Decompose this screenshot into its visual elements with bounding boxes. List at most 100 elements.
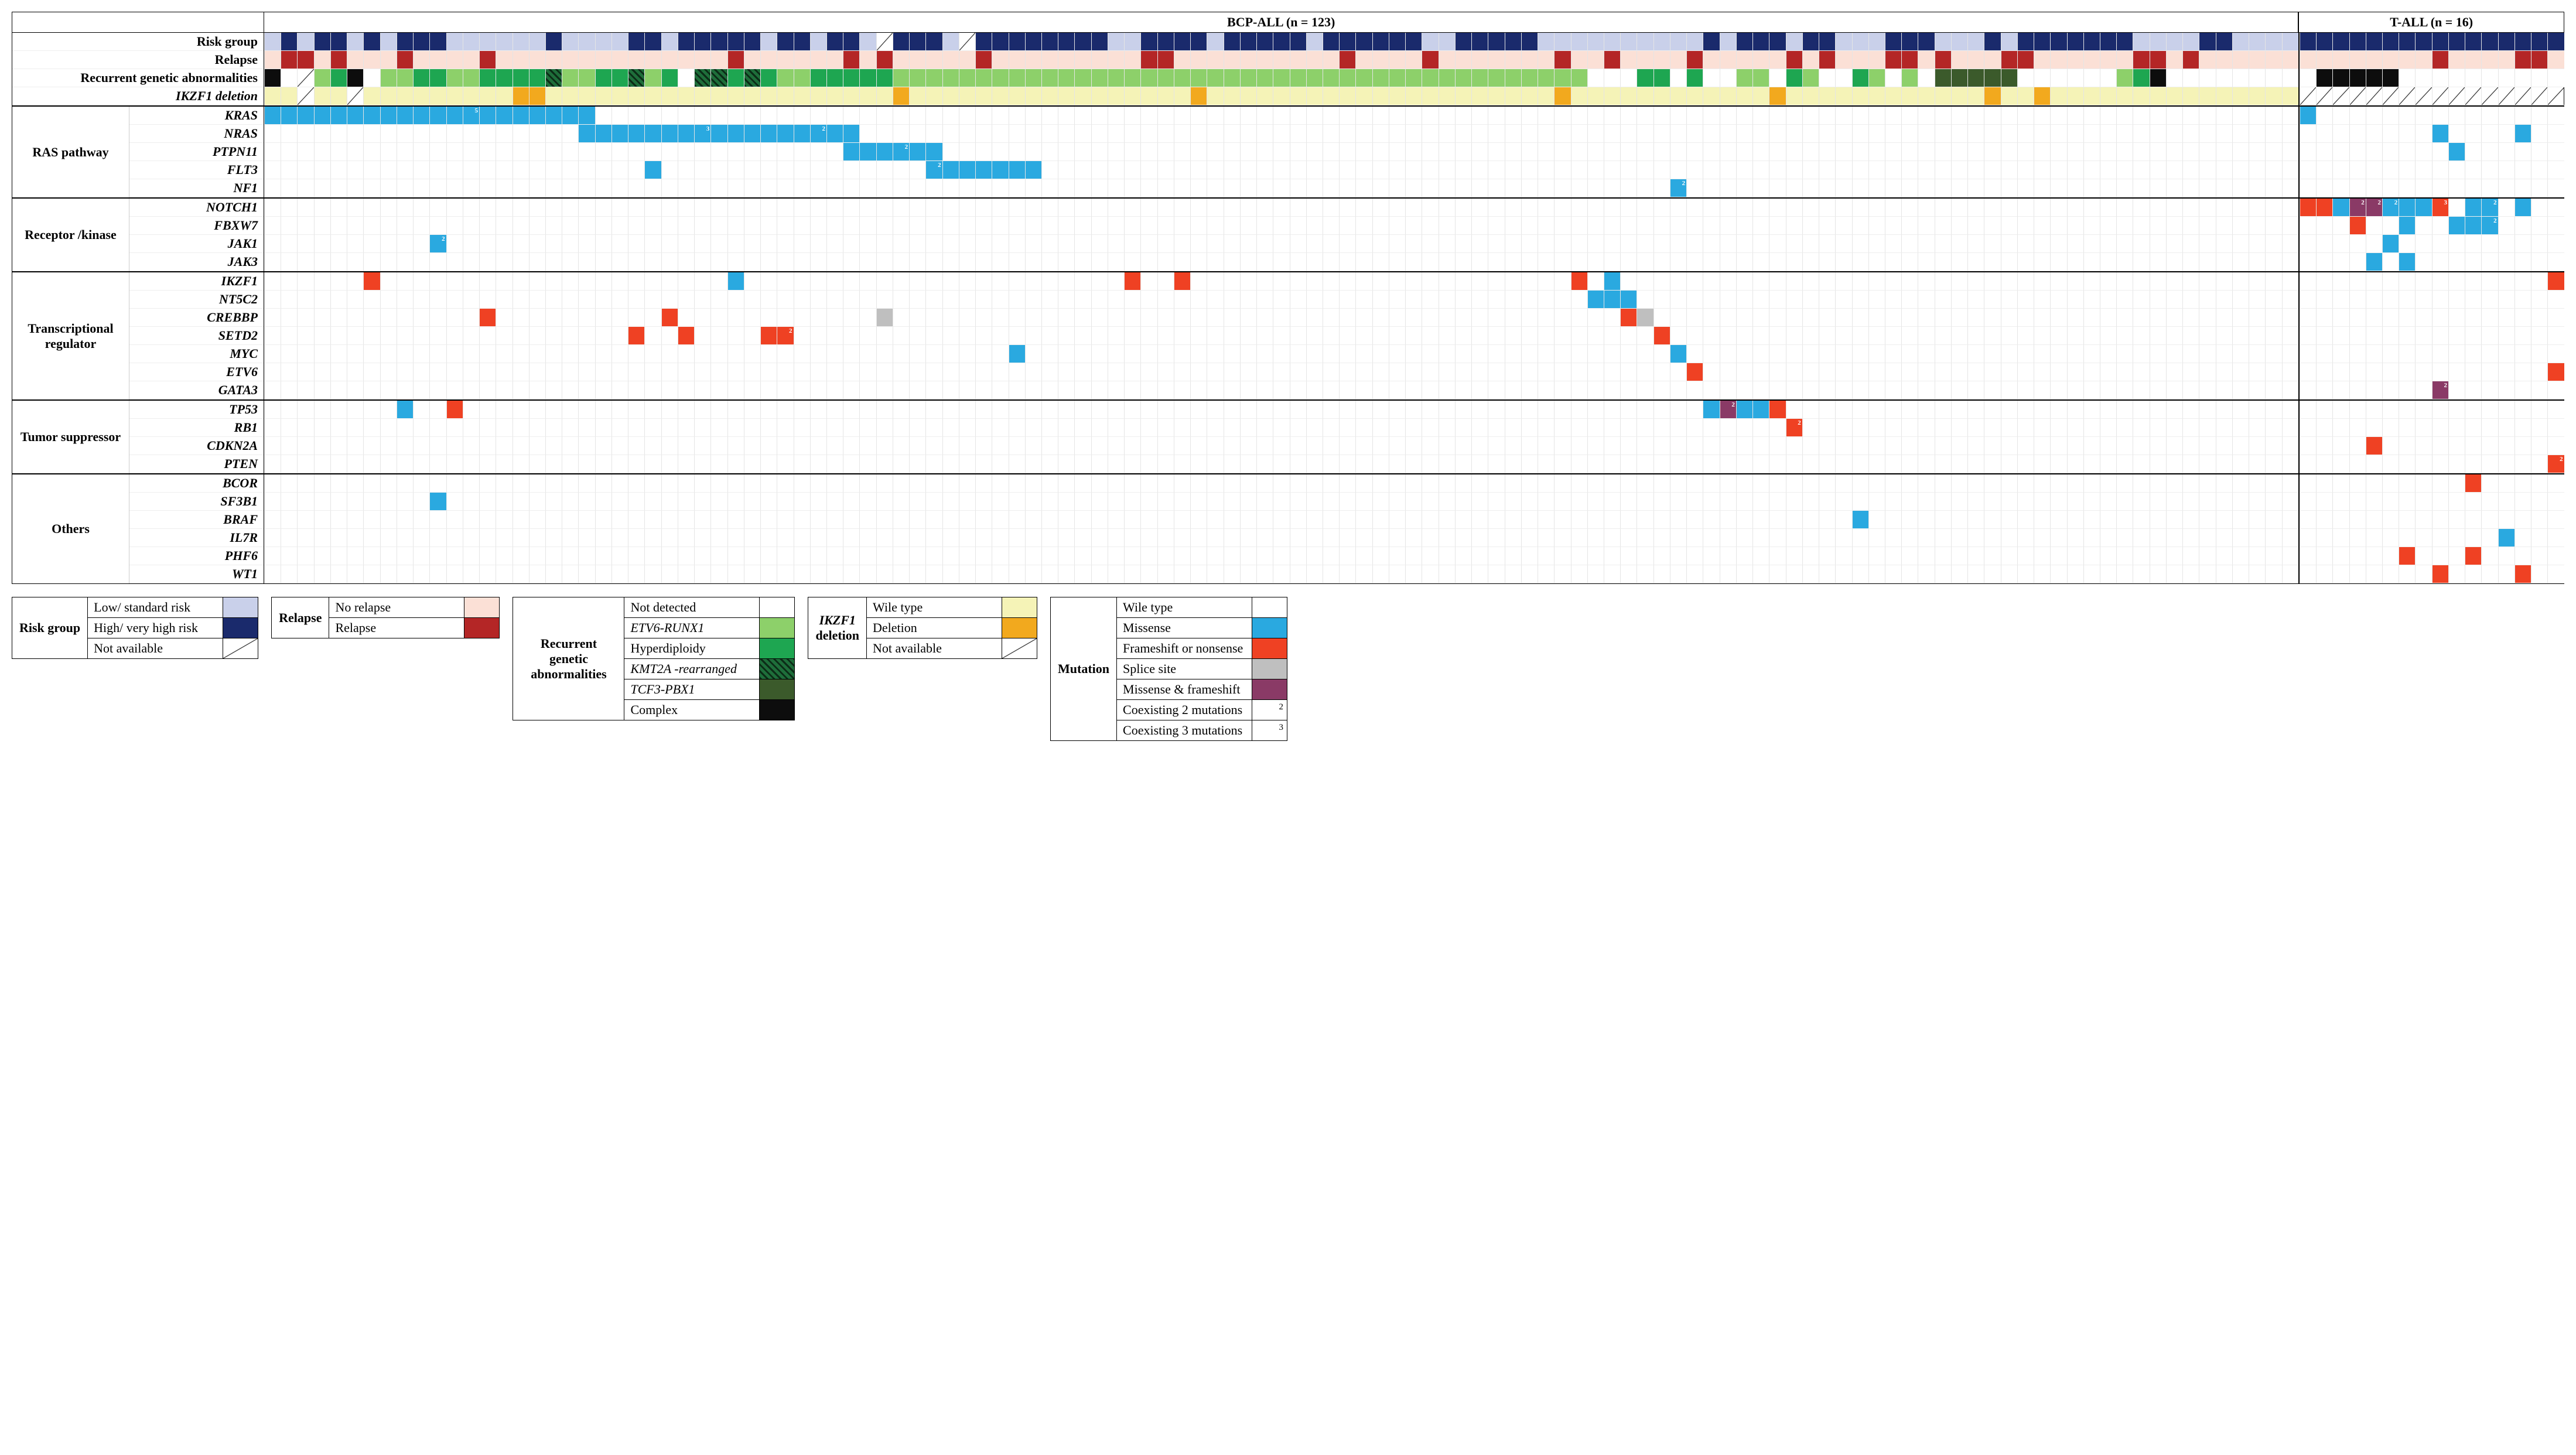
legend-item: ETV6-RUNX1 bbox=[624, 618, 794, 638]
cell bbox=[1389, 235, 1405, 253]
cell bbox=[1323, 272, 1339, 291]
cell bbox=[1571, 272, 1587, 291]
cell bbox=[1935, 199, 1951, 217]
cell bbox=[1124, 69, 1140, 87]
cell bbox=[1852, 235, 1868, 253]
cell bbox=[1868, 401, 1885, 419]
cell bbox=[1951, 419, 1967, 437]
cell bbox=[2017, 381, 2034, 399]
cell bbox=[2265, 419, 2281, 437]
cell bbox=[1538, 437, 1554, 455]
cell bbox=[1041, 565, 1058, 583]
cell bbox=[859, 381, 876, 399]
cell bbox=[859, 272, 876, 291]
cell bbox=[529, 474, 545, 493]
cell bbox=[2199, 419, 2215, 437]
cell bbox=[1885, 179, 1901, 197]
cell bbox=[1240, 401, 1256, 419]
cell bbox=[1587, 401, 1604, 419]
cell bbox=[1819, 253, 1835, 271]
cell bbox=[463, 33, 479, 51]
cell bbox=[1323, 419, 1339, 437]
cell bbox=[942, 309, 959, 327]
cell bbox=[2432, 143, 2448, 161]
cell bbox=[1174, 107, 1190, 125]
cell bbox=[1157, 547, 1174, 565]
cell bbox=[2017, 455, 2034, 473]
cell bbox=[1488, 33, 1504, 51]
cell bbox=[2514, 253, 2531, 271]
cell bbox=[2182, 327, 2199, 345]
cell bbox=[1157, 327, 1174, 345]
cell bbox=[578, 363, 595, 381]
cell bbox=[1951, 87, 1967, 105]
cell bbox=[1951, 107, 1967, 125]
cell bbox=[380, 401, 397, 419]
cell bbox=[2182, 511, 2199, 529]
cell bbox=[1306, 455, 1323, 473]
cell bbox=[562, 125, 578, 143]
cell bbox=[2316, 455, 2332, 473]
cell bbox=[1157, 529, 1174, 547]
cell bbox=[1852, 125, 1868, 143]
cell bbox=[1190, 381, 1207, 399]
cell bbox=[1819, 309, 1835, 327]
cell bbox=[876, 437, 893, 455]
cell bbox=[363, 327, 380, 345]
cell bbox=[959, 419, 975, 437]
cell bbox=[1455, 565, 1471, 583]
cell bbox=[678, 199, 694, 217]
cell bbox=[1935, 33, 1951, 51]
cell bbox=[1901, 547, 1918, 565]
cell bbox=[2034, 493, 2050, 511]
cell bbox=[2001, 493, 2017, 511]
cell bbox=[1852, 253, 1868, 271]
cell bbox=[380, 381, 397, 399]
cell bbox=[2199, 529, 2215, 547]
cell bbox=[2050, 291, 2066, 309]
cell bbox=[843, 235, 859, 253]
cell bbox=[1703, 199, 1719, 217]
cell bbox=[1058, 547, 1074, 565]
cell bbox=[1835, 455, 1851, 473]
cell bbox=[1488, 363, 1504, 381]
cell bbox=[2249, 455, 2265, 473]
cell bbox=[2366, 51, 2382, 69]
cell bbox=[1720, 143, 1736, 161]
cell bbox=[1686, 493, 1703, 511]
cell bbox=[1538, 107, 1554, 125]
cell bbox=[446, 309, 463, 327]
cell bbox=[2366, 125, 2382, 143]
cell bbox=[2531, 455, 2547, 473]
cell bbox=[1455, 161, 1471, 179]
cell bbox=[446, 69, 463, 87]
cell bbox=[2432, 363, 2448, 381]
cell bbox=[644, 474, 661, 493]
cell bbox=[1405, 401, 1422, 419]
cell bbox=[1009, 235, 1025, 253]
cell bbox=[429, 253, 446, 271]
cell bbox=[628, 69, 644, 87]
cell bbox=[1835, 253, 1851, 271]
cell bbox=[1157, 51, 1174, 69]
cell bbox=[1901, 437, 1918, 455]
cell bbox=[2498, 33, 2514, 51]
cell bbox=[1355, 253, 1372, 271]
cell bbox=[1587, 33, 1604, 51]
cell bbox=[826, 493, 843, 511]
cell bbox=[330, 33, 347, 51]
cell bbox=[347, 217, 363, 235]
cell bbox=[826, 51, 843, 69]
cell bbox=[1620, 309, 1637, 327]
cell bbox=[2316, 327, 2332, 345]
cell bbox=[578, 161, 595, 179]
legend-item-label: Hyperdiploidy bbox=[624, 638, 759, 658]
cell bbox=[429, 217, 446, 235]
cell bbox=[1720, 327, 1736, 345]
cell bbox=[1240, 199, 1256, 217]
cell bbox=[1769, 474, 1785, 493]
cell bbox=[760, 437, 777, 455]
cell bbox=[2316, 529, 2332, 547]
cell bbox=[363, 401, 380, 419]
cell bbox=[1786, 493, 1802, 511]
